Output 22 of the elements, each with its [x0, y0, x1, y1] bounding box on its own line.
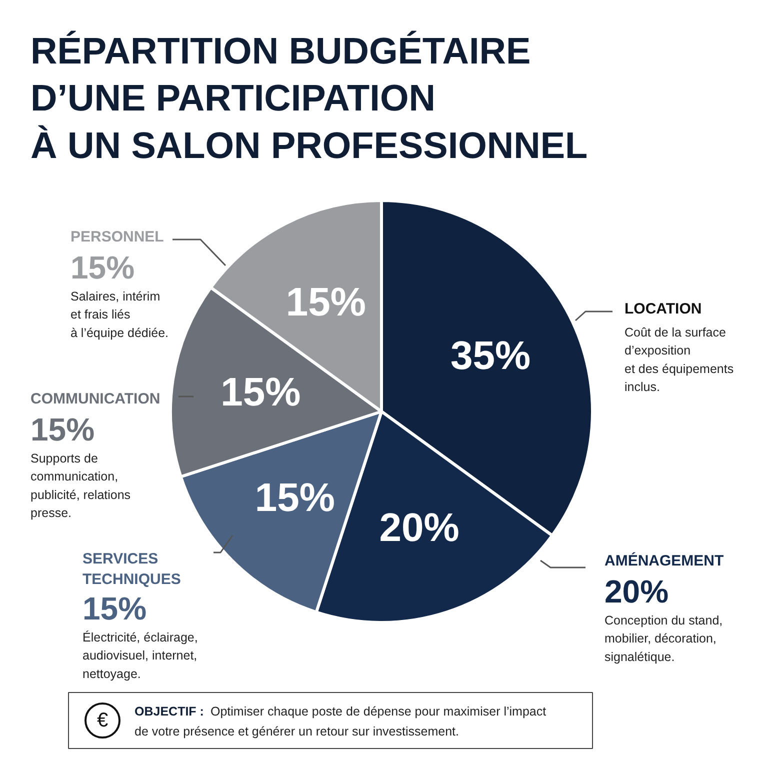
text: 15% [30, 412, 95, 448]
data-label: 15% [254, 476, 335, 520]
text: Conception du stand, mobilier, décoration, signalétique. [604, 614, 723, 664]
text: Salaires, intérim et frais liés à l’équipe dédiée. [70, 290, 168, 340]
slice-label: PERSONNEL [70, 228, 164, 246]
text: 15% [70, 250, 135, 286]
data-label: 20% [379, 506, 460, 550]
slice-label: AMÉNAGEMENT [604, 552, 724, 570]
text: 15% [82, 590, 147, 626]
text: OBJECTIF : Optimiser chaque poste de dépense pour maximiser l’impact de votre présence et générer un retour sur investissement. [134, 704, 547, 738]
text: Électricité, éclairage, audiovisuel, internet, nettoyage. [82, 630, 198, 681]
slice-label: SERVICES TECHNIQUES [82, 550, 181, 588]
text: € [96, 710, 108, 732]
text: 20% [604, 574, 669, 610]
slice-label: COMMUNICATION [30, 390, 160, 408]
text: Supports de communication, publicité, relations presse. [30, 452, 131, 520]
data-label: 15% [220, 370, 301, 414]
data-label: 15% [286, 280, 366, 324]
data-label: 35% [450, 334, 531, 378]
slice-label: LOCATION [624, 300, 702, 318]
chart-title: RÉPARTITION BUDGÉTAIRE D’UNE PARTICIPATION À UN SALON PROFESSIONNEL [30, 30, 588, 166]
text: Coût de la surface d’exposition et des équipements inclus. [624, 326, 734, 394]
